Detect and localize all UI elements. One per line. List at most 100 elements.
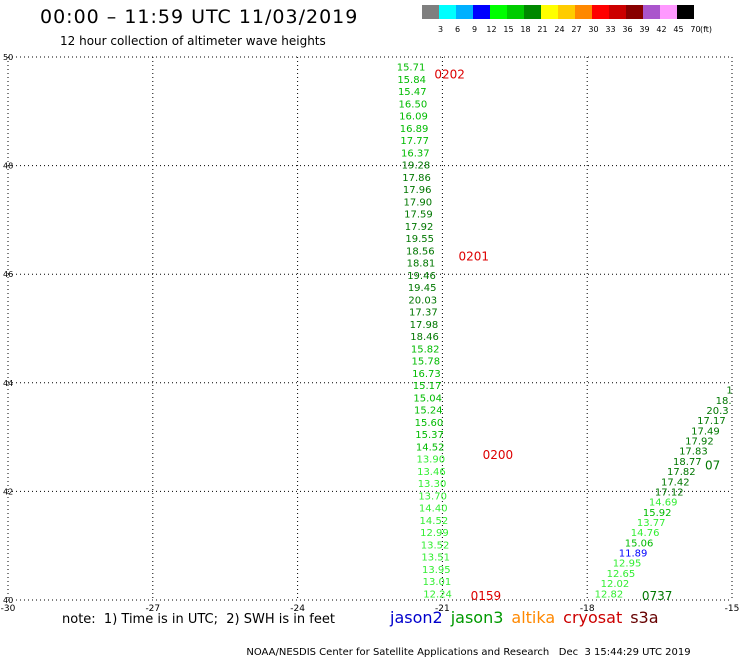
swh-value: 15.60: [415, 418, 444, 429]
swh-value: 18.: [716, 396, 732, 407]
legend-jason2: jason2: [390, 608, 443, 627]
scale-label: 18: [520, 25, 531, 34]
swh-value: 14.52: [420, 516, 449, 527]
y-tick-label: 40: [3, 596, 13, 605]
chart-subtitle: 12 hour collection of altimeter wave hei…: [60, 34, 326, 48]
swh-value: 12.02: [601, 579, 630, 590]
time-label: 07: [705, 459, 720, 473]
swh-value: 19.28: [402, 161, 431, 172]
swh-value: 16.73: [412, 369, 441, 380]
time-label: 0200: [483, 448, 514, 462]
swh-value: 17.37: [409, 308, 438, 319]
swh-value: 17.83: [679, 447, 708, 458]
scale-label: 33: [605, 25, 616, 34]
swh-value: 17.59: [404, 210, 433, 221]
swh-value: 17.42: [661, 477, 690, 488]
y-tick-label: 44: [3, 379, 13, 388]
scale-label: 21: [537, 25, 548, 34]
swh-value: 12.65: [607, 569, 636, 580]
scale-swatch: [575, 5, 592, 19]
swh-value: 13.01: [423, 577, 452, 588]
swh-value: 20.03: [408, 295, 437, 306]
y-tick-label: 42: [3, 487, 13, 496]
scale-swatch: [422, 5, 439, 19]
note-text: note: 1) Time is in UTC; 2) SWH is in fe…: [62, 612, 335, 627]
swh-value: 17.77: [400, 136, 429, 147]
scale-label: 24: [554, 25, 565, 34]
x-tick-label: -27: [145, 604, 160, 614]
scale-label: 9: [471, 25, 478, 34]
x-tick-label: -18: [580, 604, 595, 614]
swh-value: 13.46: [417, 467, 446, 478]
swh-value: 15.37: [415, 430, 444, 441]
swh-value: 13.52: [421, 540, 450, 551]
scale-label: 27: [571, 25, 582, 34]
swh-value: 18.81: [407, 259, 436, 270]
swh-value: 15.92: [643, 508, 672, 519]
swh-value: 13.77: [637, 518, 666, 529]
scale-swatch: [592, 5, 609, 19]
scale-swatch: [439, 5, 456, 19]
swh-value: 15.04: [413, 393, 442, 404]
swh-value: 15.71: [397, 63, 426, 74]
swh-value: 15.24: [414, 406, 443, 417]
x-tick-label: -30: [1, 604, 16, 614]
y-tick-label: 48: [3, 162, 13, 171]
scale-swatch: [490, 5, 507, 19]
swh-value: 12.95: [613, 559, 642, 570]
scale-unit: (ft): [699, 25, 713, 34]
swh-value: 12.24: [423, 589, 452, 600]
scale-label: 6: [454, 25, 461, 34]
swh-value: 17.98: [410, 320, 439, 331]
scale-label: 39: [639, 25, 650, 34]
time-label: 0202: [434, 68, 465, 82]
swh-value: 14.76: [631, 528, 660, 539]
swh-value: 16.50: [399, 99, 428, 110]
swh-value: 19.46: [407, 271, 436, 282]
swh-value: 13.90: [416, 455, 445, 466]
scale-label: 30: [588, 25, 599, 34]
swh-value: 12.82: [595, 589, 624, 600]
scale-label: 15: [503, 25, 514, 34]
scale-label: 36: [622, 25, 633, 34]
swh-value: 12.99: [420, 528, 449, 539]
swh-value: 18.77: [673, 457, 702, 468]
swh-value: 16.09: [399, 112, 428, 123]
scale-swatch: [507, 5, 524, 19]
swh-value: 17.49: [691, 426, 720, 437]
swh-value: 15.17: [413, 381, 442, 392]
swh-value: 15.78: [412, 357, 441, 368]
scale-swatch: [456, 5, 473, 19]
chart-title: 00:00 – 11:59 UTC 11/03/2019: [40, 6, 359, 28]
scale-label: 3: [437, 25, 444, 34]
legend-jason3: jason3: [450, 608, 504, 627]
scale-swatch: [524, 5, 541, 19]
footer: NOAA/NESDIS Center for Satellite Applica…: [240, 636, 691, 658]
swh-value: 17.92: [685, 437, 714, 448]
swh-value: 13.95: [422, 565, 451, 576]
swh-value: 15.06: [625, 538, 654, 549]
swh-value: 19.45: [408, 283, 437, 294]
swh-value: 17.86: [402, 173, 431, 184]
scale-swatch: [609, 5, 626, 19]
swh-value: 17.90: [403, 197, 432, 208]
swh-value: 1: [726, 386, 732, 397]
time-label: 0737: [642, 589, 673, 603]
y-tick-label: 46: [3, 270, 13, 279]
swh-value: 14.52: [416, 442, 445, 453]
y-tick-label: 50: [3, 53, 13, 62]
legend-s3a: s3a: [630, 608, 659, 627]
x-tick-label: -24: [290, 604, 305, 614]
footer-timestamp: Dec 3 15:44:29 UTC 2019: [558, 647, 691, 658]
footer-credit: NOAA/NESDIS Center for Satellite Applica…: [246, 647, 550, 658]
swh-value: 19.55: [405, 234, 434, 245]
swh-value: 17.82: [667, 467, 696, 478]
scale-swatch: [660, 5, 677, 19]
swh-value: 13.70: [418, 491, 447, 502]
swh-value: 18.46: [410, 332, 439, 343]
swh-value: 17.92: [405, 222, 434, 233]
swh-value: 16.89: [400, 124, 429, 135]
swh-value: 14.40: [419, 504, 448, 515]
swh-value: 13.51: [421, 553, 450, 564]
scale-label: 42: [656, 25, 667, 34]
